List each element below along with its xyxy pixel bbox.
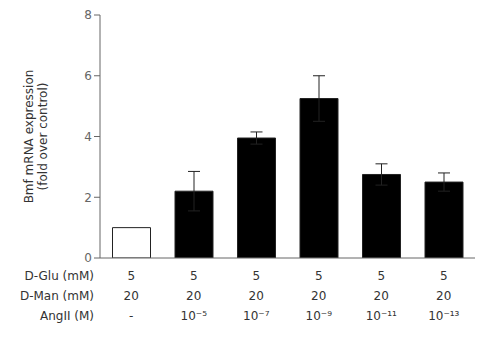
svg-text:8: 8 — [84, 8, 92, 22]
svg-text:20: 20 — [311, 289, 326, 303]
svg-text:D-Man (mM): D-Man (mM) — [20, 289, 94, 303]
svg-text:D-Glu (mM): D-Glu (mM) — [25, 269, 94, 283]
svg-text:Bmf mRNA expression(fold over: Bmf mRNA expression(fold over control) — [22, 70, 50, 204]
svg-text:10⁻⁵: 10⁻⁵ — [181, 309, 208, 323]
svg-text:10⁻⁹: 10⁻⁹ — [306, 309, 333, 323]
svg-text:5: 5 — [252, 269, 260, 283]
svg-text:5: 5 — [315, 269, 323, 283]
svg-text:2: 2 — [84, 191, 92, 205]
svg-text:20: 20 — [186, 289, 201, 303]
svg-text:20: 20 — [374, 289, 389, 303]
svg-text:20: 20 — [124, 289, 139, 303]
svg-text:5: 5 — [190, 269, 198, 283]
svg-text:5: 5 — [377, 269, 385, 283]
svg-text:-: - — [129, 309, 133, 323]
svg-text:10⁻¹¹: 10⁻¹¹ — [366, 309, 397, 323]
svg-text:5: 5 — [440, 269, 448, 283]
svg-text:0: 0 — [84, 251, 92, 265]
svg-text:6: 6 — [84, 69, 92, 83]
svg-text:4: 4 — [84, 130, 92, 144]
svg-text:20: 20 — [249, 289, 264, 303]
svg-text:10⁻⁷: 10⁻⁷ — [243, 309, 270, 323]
svg-text:20: 20 — [436, 289, 451, 303]
svg-text:10⁻¹³: 10⁻¹³ — [428, 309, 459, 323]
svg-text:5: 5 — [127, 269, 135, 283]
svg-text:AngII (M): AngII (M) — [40, 309, 94, 323]
